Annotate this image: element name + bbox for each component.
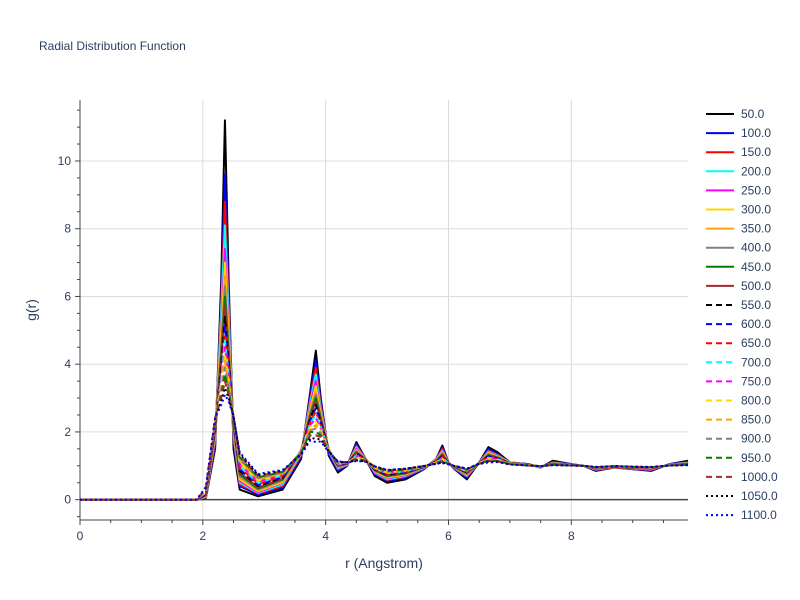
- legend-item[interactable]: 100.0: [706, 126, 771, 140]
- legend-item[interactable]: 600.0: [706, 317, 771, 331]
- legend-label: 450.0: [741, 260, 771, 274]
- legend-label: 350.0: [741, 222, 771, 236]
- legend-item[interactable]: 400.0: [706, 241, 771, 255]
- legend-label: 250.0: [741, 183, 771, 197]
- x-tick-label: 2: [199, 529, 206, 543]
- grid-lines: [80, 100, 688, 520]
- series-line-1100.0: [80, 393, 689, 501]
- y-tick-label: 6: [64, 289, 71, 303]
- legend-item[interactable]: 1000.0: [706, 470, 778, 484]
- legend-label: 550.0: [741, 298, 771, 312]
- legend-label: 200.0: [741, 164, 771, 178]
- legend-label: 300.0: [741, 203, 771, 217]
- legend-label: 1000.0: [741, 470, 778, 484]
- legend-item[interactable]: 900.0: [706, 432, 771, 446]
- legend-item[interactable]: 350.0: [706, 222, 771, 236]
- legend-item[interactable]: 800.0: [706, 394, 771, 408]
- legend-label: 900.0: [741, 432, 771, 446]
- legend-label: 950.0: [741, 451, 771, 465]
- series-line-50.0: [80, 119, 689, 501]
- series-line-600.0: [80, 325, 689, 501]
- legend-label: 650.0: [741, 336, 771, 350]
- legend-label: 1100.0: [741, 508, 777, 522]
- legend-item[interactable]: 150.0: [706, 145, 771, 159]
- legend-label: 400.0: [741, 241, 771, 255]
- series-line-100.0: [80, 173, 689, 501]
- legend-item[interactable]: 1050.0: [706, 489, 778, 503]
- legend-item[interactable]: 550.0: [706, 298, 771, 312]
- y-tick-label: 8: [64, 222, 71, 236]
- chart-title: Radial Distribution Function: [39, 39, 186, 53]
- plot-area: [80, 119, 689, 501]
- x-tick-label: 4: [322, 529, 329, 543]
- legend-label: 500.0: [741, 279, 771, 293]
- legend-item[interactable]: 50.0: [706, 107, 765, 121]
- series-line-150.0: [80, 200, 689, 501]
- legend-item[interactable]: 750.0: [706, 374, 771, 388]
- legend-label: 850.0: [741, 413, 771, 427]
- legend-item[interactable]: 1100.0: [706, 508, 777, 522]
- x-tick-label: 8: [568, 529, 575, 543]
- legend-label: 750.0: [741, 374, 771, 388]
- legend-label: 150.0: [741, 145, 771, 159]
- axes: [75, 100, 688, 525]
- series-line-300.0: [80, 261, 689, 501]
- legend-item[interactable]: 200.0: [706, 164, 771, 178]
- legend-item[interactable]: 700.0: [706, 355, 771, 369]
- y-tick-label: 10: [58, 154, 72, 168]
- series-line-250.0: [80, 248, 689, 501]
- x-axis-title: r (Angstrom): [345, 555, 423, 571]
- legend-item[interactable]: 300.0: [706, 203, 771, 217]
- legend: 50.0 100.0 150.0 200.0 250.0 300.0 350.0 400.0 4…: [706, 107, 778, 522]
- x-tick-label: 0: [77, 529, 84, 543]
- y-tick-label: 0: [64, 493, 71, 507]
- legend-label: 800.0: [741, 394, 771, 408]
- legend-item[interactable]: 500.0: [706, 279, 771, 293]
- legend-label: 100.0: [741, 126, 771, 140]
- legend-label: 50.0: [741, 107, 765, 121]
- y-tick-labels: 0 2 4 6 8 10: [58, 154, 72, 507]
- legend-item[interactable]: 950.0: [706, 451, 771, 465]
- legend-label: 600.0: [741, 317, 771, 331]
- y-axis-title: g(r): [23, 299, 39, 321]
- legend-item[interactable]: 650.0: [706, 336, 771, 350]
- y-tick-label: 4: [64, 357, 71, 371]
- legend-label: 700.0: [741, 355, 771, 369]
- x-tick-labels: 0 2 4 6 8: [77, 529, 575, 543]
- legend-label: 1050.0: [741, 489, 778, 503]
- y-tick-label: 2: [64, 425, 71, 439]
- x-tick-label: 6: [445, 529, 452, 543]
- series-line-1050.0: [80, 386, 689, 501]
- legend-item[interactable]: 850.0: [706, 413, 771, 427]
- legend-item[interactable]: 450.0: [706, 260, 771, 274]
- legend-item[interactable]: 250.0: [706, 183, 771, 197]
- series-line-200.0: [80, 224, 689, 501]
